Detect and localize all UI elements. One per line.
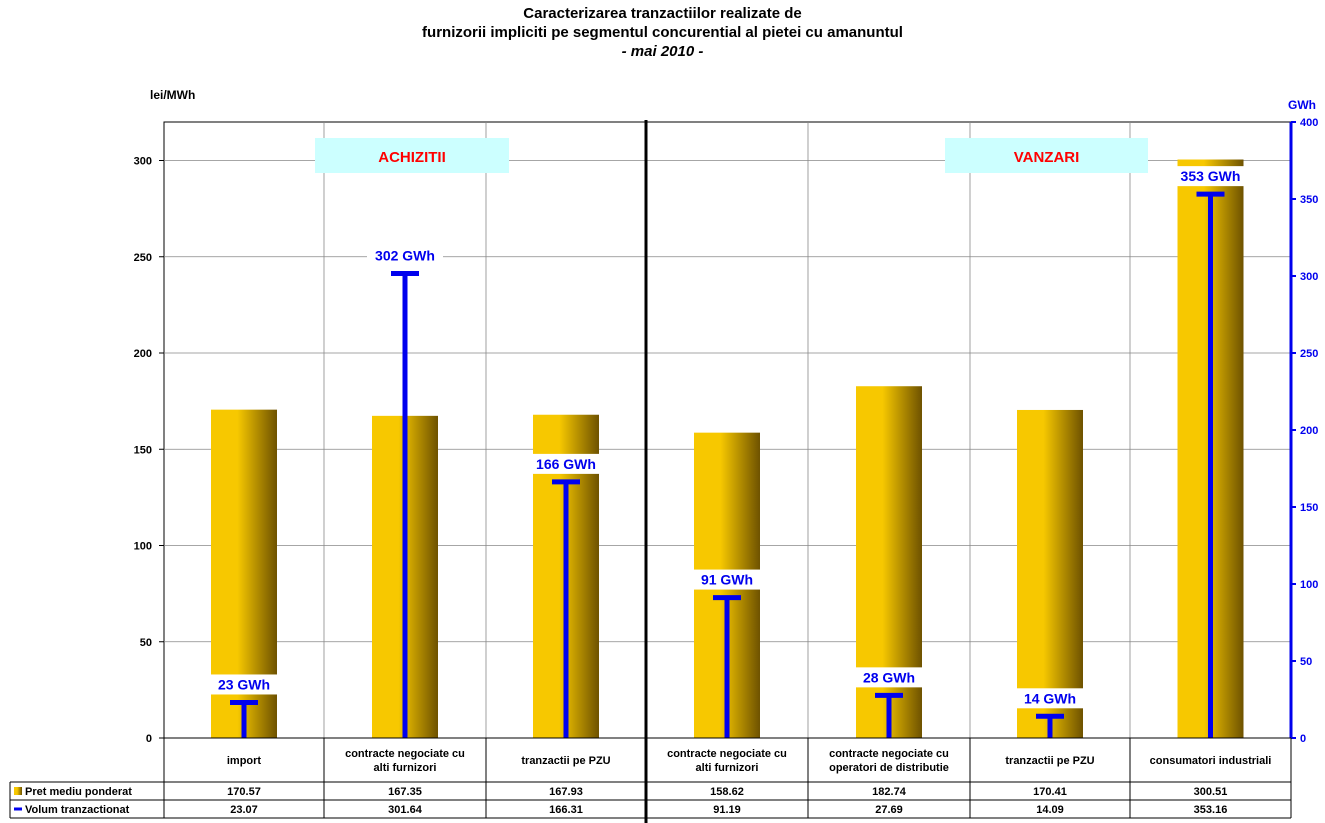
- table-value: 167.93: [549, 786, 583, 798]
- volume-label: 302 GWh: [375, 247, 435, 263]
- series-name: Pret mediu ponderat: [25, 786, 132, 798]
- section-label-box: [315, 138, 509, 173]
- category-label: alti furnizori: [696, 762, 759, 774]
- right-axis-tick-label: 400: [1300, 117, 1318, 129]
- table-value: 23.07: [230, 804, 258, 816]
- right-axis-tick-label: 100: [1300, 579, 1318, 591]
- category-label: tranzactii pe PZU: [521, 755, 610, 767]
- volume-label-box: [528, 453, 604, 474]
- category-label: contracte negociate cu: [345, 748, 465, 760]
- right-axis-unit: GWh: [1288, 98, 1316, 112]
- price-bar: [1017, 409, 1083, 738]
- volume-label: 14 GWh: [1024, 690, 1076, 706]
- right-axis-tick-label: 150: [1300, 502, 1318, 514]
- series-name: Volum tranzactionat: [25, 804, 130, 816]
- left-axis-tick-label: 50: [140, 637, 152, 649]
- table-value: 170.57: [227, 786, 261, 798]
- right-axis-tick-label: 300: [1300, 271, 1318, 283]
- left-axis-unit: lei/MWh: [150, 88, 196, 102]
- volume-label: 23 GWh: [218, 676, 270, 692]
- table-value: 91.19: [713, 804, 741, 816]
- legend-bar-swatch: [14, 787, 22, 795]
- right-axis-tick-label: 50: [1300, 656, 1312, 668]
- left-axis-tick-label: 0: [146, 733, 152, 745]
- right-axis-tick-label: 200: [1300, 425, 1318, 437]
- category-label: contracte negociate cu: [829, 748, 949, 760]
- chart-title-line-2: furnizorii impliciti pe segmentul concur…: [422, 24, 903, 41]
- table-value: 167.35: [388, 786, 422, 798]
- right-axis-tick-label: 0: [1300, 733, 1306, 745]
- table-value: 182.74: [872, 786, 907, 798]
- table-value: 14.09: [1036, 804, 1064, 816]
- left-axis-tick-label: 250: [134, 252, 152, 264]
- volume-label: 28 GWh: [863, 669, 915, 685]
- category-label: alti furnizori: [374, 762, 437, 774]
- table-value: 353.16: [1194, 804, 1228, 816]
- chart-title-line-3: - mai 2010 -: [621, 43, 704, 60]
- volume-label-box: [367, 245, 443, 266]
- section-label: VANZARI: [1014, 149, 1080, 166]
- right-axis-tick-label: 350: [1300, 194, 1318, 206]
- table-value: 27.69: [875, 804, 903, 816]
- section-label: ACHIZITII: [378, 149, 446, 166]
- volume-label-box: [851, 667, 927, 688]
- volume-label: 91 GWh: [701, 572, 753, 588]
- left-axis-tick-label: 100: [134, 541, 152, 553]
- left-axis-tick-label: 150: [134, 444, 152, 456]
- volume-label-box: [1012, 688, 1088, 709]
- category-label: tranzactii pe PZU: [1005, 755, 1094, 767]
- volume-label: 353 GWh: [1181, 168, 1241, 184]
- category-label: operatori de distributie: [829, 762, 949, 774]
- table-value: 170.41: [1033, 786, 1067, 798]
- category-label: import: [227, 755, 262, 767]
- table-value: 166.31: [549, 804, 583, 816]
- left-axis-tick-label: 200: [134, 348, 152, 360]
- volume-label: 166 GWh: [536, 456, 596, 472]
- right-axis-tick-label: 250: [1300, 348, 1318, 360]
- section-label-box: [945, 138, 1148, 173]
- category-label: consumatori industriali: [1150, 755, 1272, 767]
- volume-label-box: [206, 674, 282, 695]
- volume-label-box: [1172, 166, 1249, 187]
- table-value: 158.62: [710, 786, 744, 798]
- chart-title-line-1: Caracterizarea tranzactiilor realizate d…: [523, 5, 802, 22]
- category-label: contracte negociate cu: [667, 748, 787, 760]
- table-value: 301.64: [388, 804, 423, 816]
- volume-label-box: [689, 569, 765, 590]
- left-axis-tick-label: 300: [134, 156, 152, 168]
- table-value: 300.51: [1194, 786, 1228, 798]
